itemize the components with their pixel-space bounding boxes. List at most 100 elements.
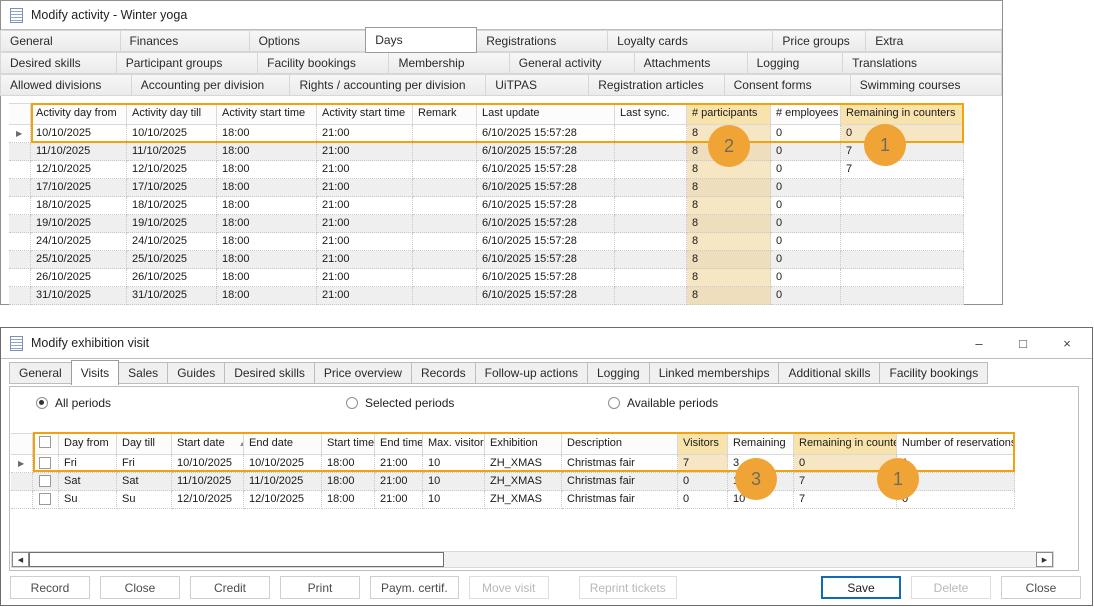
column-header-exhibition[interactable]: Exhibition (485, 434, 562, 454)
column-header-activity-day-till[interactable]: Activity day till (127, 104, 217, 124)
radio-available-periods[interactable]: Available periods (608, 396, 718, 410)
column-header-employees[interactable]: # employees (771, 104, 841, 124)
tab-desired-skills[interactable]: Desired skills (224, 362, 315, 384)
column-header-remaining[interactable]: Remaining (728, 434, 794, 454)
tab-additional-skills[interactable]: Additional skills (778, 362, 880, 384)
activity-table-row[interactable]: ▶ 26/10/2025 26/10/2025 18:00 21:00 6/10… (9, 269, 964, 287)
close-visit-button[interactable]: Close (100, 576, 180, 599)
column-header-participants[interactable]: # participants (687, 104, 771, 124)
tab-attachments[interactable]: Attachments (634, 52, 748, 74)
tab-price-overview[interactable]: Price overview (314, 362, 412, 384)
tab-translations[interactable]: Translations (842, 52, 1002, 74)
activity-table-row[interactable]: ▶ 25/10/2025 25/10/2025 18:00 21:00 6/10… (9, 251, 964, 269)
row-selector-cell[interactable]: ▶ (11, 455, 33, 473)
tab-desired-skills[interactable]: Desired skills (0, 52, 117, 74)
activity-table-row[interactable]: ▶ 18/10/2025 18/10/2025 18:00 21:00 6/10… (9, 197, 964, 215)
row-checkbox[interactable] (33, 491, 59, 509)
column-header-remaining-in-counters[interactable]: Remaining in counters (841, 104, 964, 124)
activity-table-row[interactable]: ▶ 12/10/2025 12/10/2025 18:00 21:00 6/10… (9, 161, 964, 179)
scroll-right-icon[interactable]: ▶ (1036, 552, 1053, 567)
column-header-end-date[interactable]: End date (244, 434, 322, 454)
tab-logging[interactable]: Logging (587, 362, 650, 384)
close-button[interactable]: Close (1001, 576, 1081, 599)
row-checkbox[interactable] (33, 455, 59, 473)
tab-allowed-divisions[interactable]: Allowed divisions (0, 74, 132, 96)
tab-consent-forms[interactable]: Consent forms (724, 74, 851, 96)
tab-sales[interactable]: Sales (118, 362, 168, 384)
tab-general[interactable]: General (9, 362, 72, 384)
delete-button[interactable]: Delete (911, 576, 991, 599)
tab-finances[interactable]: Finances (120, 30, 250, 52)
exhibition-table-row[interactable]: ▶ Su Su 12/10/2025 12/10/2025 18:00 21:0… (11, 491, 1015, 509)
column-header-activity-start-time[interactable]: Activity start time (217, 104, 317, 124)
print-button[interactable]: Print (280, 576, 360, 599)
activity-table-row[interactable]: ▶ 11/10/2025 11/10/2025 18:00 21:00 6/10… (9, 143, 964, 161)
tab-uitpas[interactable]: UiTPAS (485, 74, 589, 96)
radio-selected-periods[interactable]: Selected periods (346, 396, 454, 410)
column-header-last-update[interactable]: Last update (477, 104, 615, 124)
column-header-day-from[interactable]: Day from (59, 434, 117, 454)
select-all-checkbox[interactable] (33, 434, 59, 454)
scrollbar-thumb[interactable] (29, 552, 444, 567)
tab-loyalty-cards[interactable]: Loyalty cards (607, 30, 773, 52)
tab-records[interactable]: Records (411, 362, 476, 384)
close-icon[interactable]: × (1060, 336, 1074, 351)
column-header-activity-day-from[interactable]: Activity day from (31, 104, 127, 124)
horizontal-scrollbar[interactable]: ◀ ▶ (11, 551, 1054, 568)
row-selector-cell[interactable]: ▶ (11, 491, 33, 509)
column-header-activity-start-time-2[interactable]: Activity start time (317, 104, 413, 124)
tab-accounting-per-division[interactable]: Accounting per division (131, 74, 291, 96)
activity-table-row[interactable]: ▶ 24/10/2025 24/10/2025 18:00 21:00 6/10… (9, 233, 964, 251)
column-header-description[interactable]: Description (562, 434, 678, 454)
tab-days[interactable]: Days (365, 27, 477, 53)
tab-general-activity[interactable]: General activity (509, 52, 635, 74)
activity-table-row[interactable]: ▶ 19/10/2025 19/10/2025 18:00 21:00 6/10… (9, 215, 964, 233)
scroll-left-icon[interactable]: ◀ (12, 552, 29, 567)
column-header-last-sync[interactable]: Last sync. (615, 104, 687, 124)
row-selector-cell[interactable]: ▶ (9, 251, 31, 269)
tab-extra[interactable]: Extra (865, 30, 1002, 52)
row-selector-cell[interactable]: ▶ (9, 143, 31, 161)
tab-general[interactable]: General (0, 30, 121, 52)
column-header-start-date[interactable]: Start date▲ (172, 434, 244, 454)
column-header-number-of-reservations[interactable]: Number of reservations (897, 434, 1015, 454)
activity-table-row[interactable]: ▶ 10/10/2025 10/10/2025 18:00 21:00 6/10… (9, 125, 964, 143)
exhibition-table-row[interactable]: ▶ Fri Fri 10/10/2025 10/10/2025 18:00 21… (11, 455, 1015, 473)
tab-logging[interactable]: Logging (747, 52, 843, 74)
tab-registration-articles[interactable]: Registration articles (588, 74, 724, 96)
payment-certificate-button[interactable]: Paym. certif. (370, 576, 459, 599)
column-header-max-visitors[interactable]: Max. visitors (423, 434, 485, 454)
row-selector-cell[interactable]: ▶ (9, 125, 31, 143)
tab-linked-memberships[interactable]: Linked memberships (649, 362, 780, 384)
row-selector-cell[interactable]: ▶ (11, 473, 33, 491)
exhibition-table-row[interactable]: ▶ Sat Sat 11/10/2025 11/10/2025 18:00 21… (11, 473, 1015, 491)
row-selector-cell[interactable]: ▶ (9, 233, 31, 251)
activity-table-row[interactable]: ▶ 31/10/2025 31/10/2025 18:00 21:00 6/10… (9, 287, 964, 305)
row-selector-cell[interactable]: ▶ (9, 161, 31, 179)
tab-visits[interactable]: Visits (71, 360, 119, 385)
column-header-remaining-in-counters[interactable]: Remaining in counters (794, 434, 897, 454)
column-header-start-time[interactable]: Start time (322, 434, 375, 454)
tab-follow-up-actions[interactable]: Follow-up actions (475, 362, 588, 384)
tab-guides[interactable]: Guides (167, 362, 225, 384)
tab-facility-bookings[interactable]: Facility bookings (879, 362, 988, 384)
row-checkbox[interactable] (33, 473, 59, 491)
column-header-remark[interactable]: Remark (413, 104, 477, 124)
scrollbar-track[interactable] (444, 552, 1036, 567)
tab-swimming-courses[interactable]: Swimming courses (850, 74, 1002, 96)
credit-button[interactable]: Credit (190, 576, 270, 599)
save-button[interactable]: Save (821, 576, 901, 599)
record-button[interactable]: Record (10, 576, 90, 599)
row-selector-cell[interactable]: ▶ (9, 179, 31, 197)
activity-table-row[interactable]: ▶ 17/10/2025 17/10/2025 18:00 21:00 6/10… (9, 179, 964, 197)
maximize-icon[interactable]: □ (1016, 336, 1030, 351)
tab-participant-groups[interactable]: Participant groups (116, 52, 258, 74)
row-selector-cell[interactable]: ▶ (9, 197, 31, 215)
tab-registrations[interactable]: Registrations (476, 30, 608, 52)
row-selector-cell[interactable]: ▶ (9, 269, 31, 287)
column-header-day-till[interactable]: Day till (117, 434, 172, 454)
row-selector-cell[interactable]: ▶ (9, 287, 31, 305)
move-visit-button[interactable]: Move visit (469, 576, 549, 599)
tab-price-groups[interactable]: Price groups (772, 30, 866, 52)
column-header-visitors[interactable]: Visitors (678, 434, 728, 454)
